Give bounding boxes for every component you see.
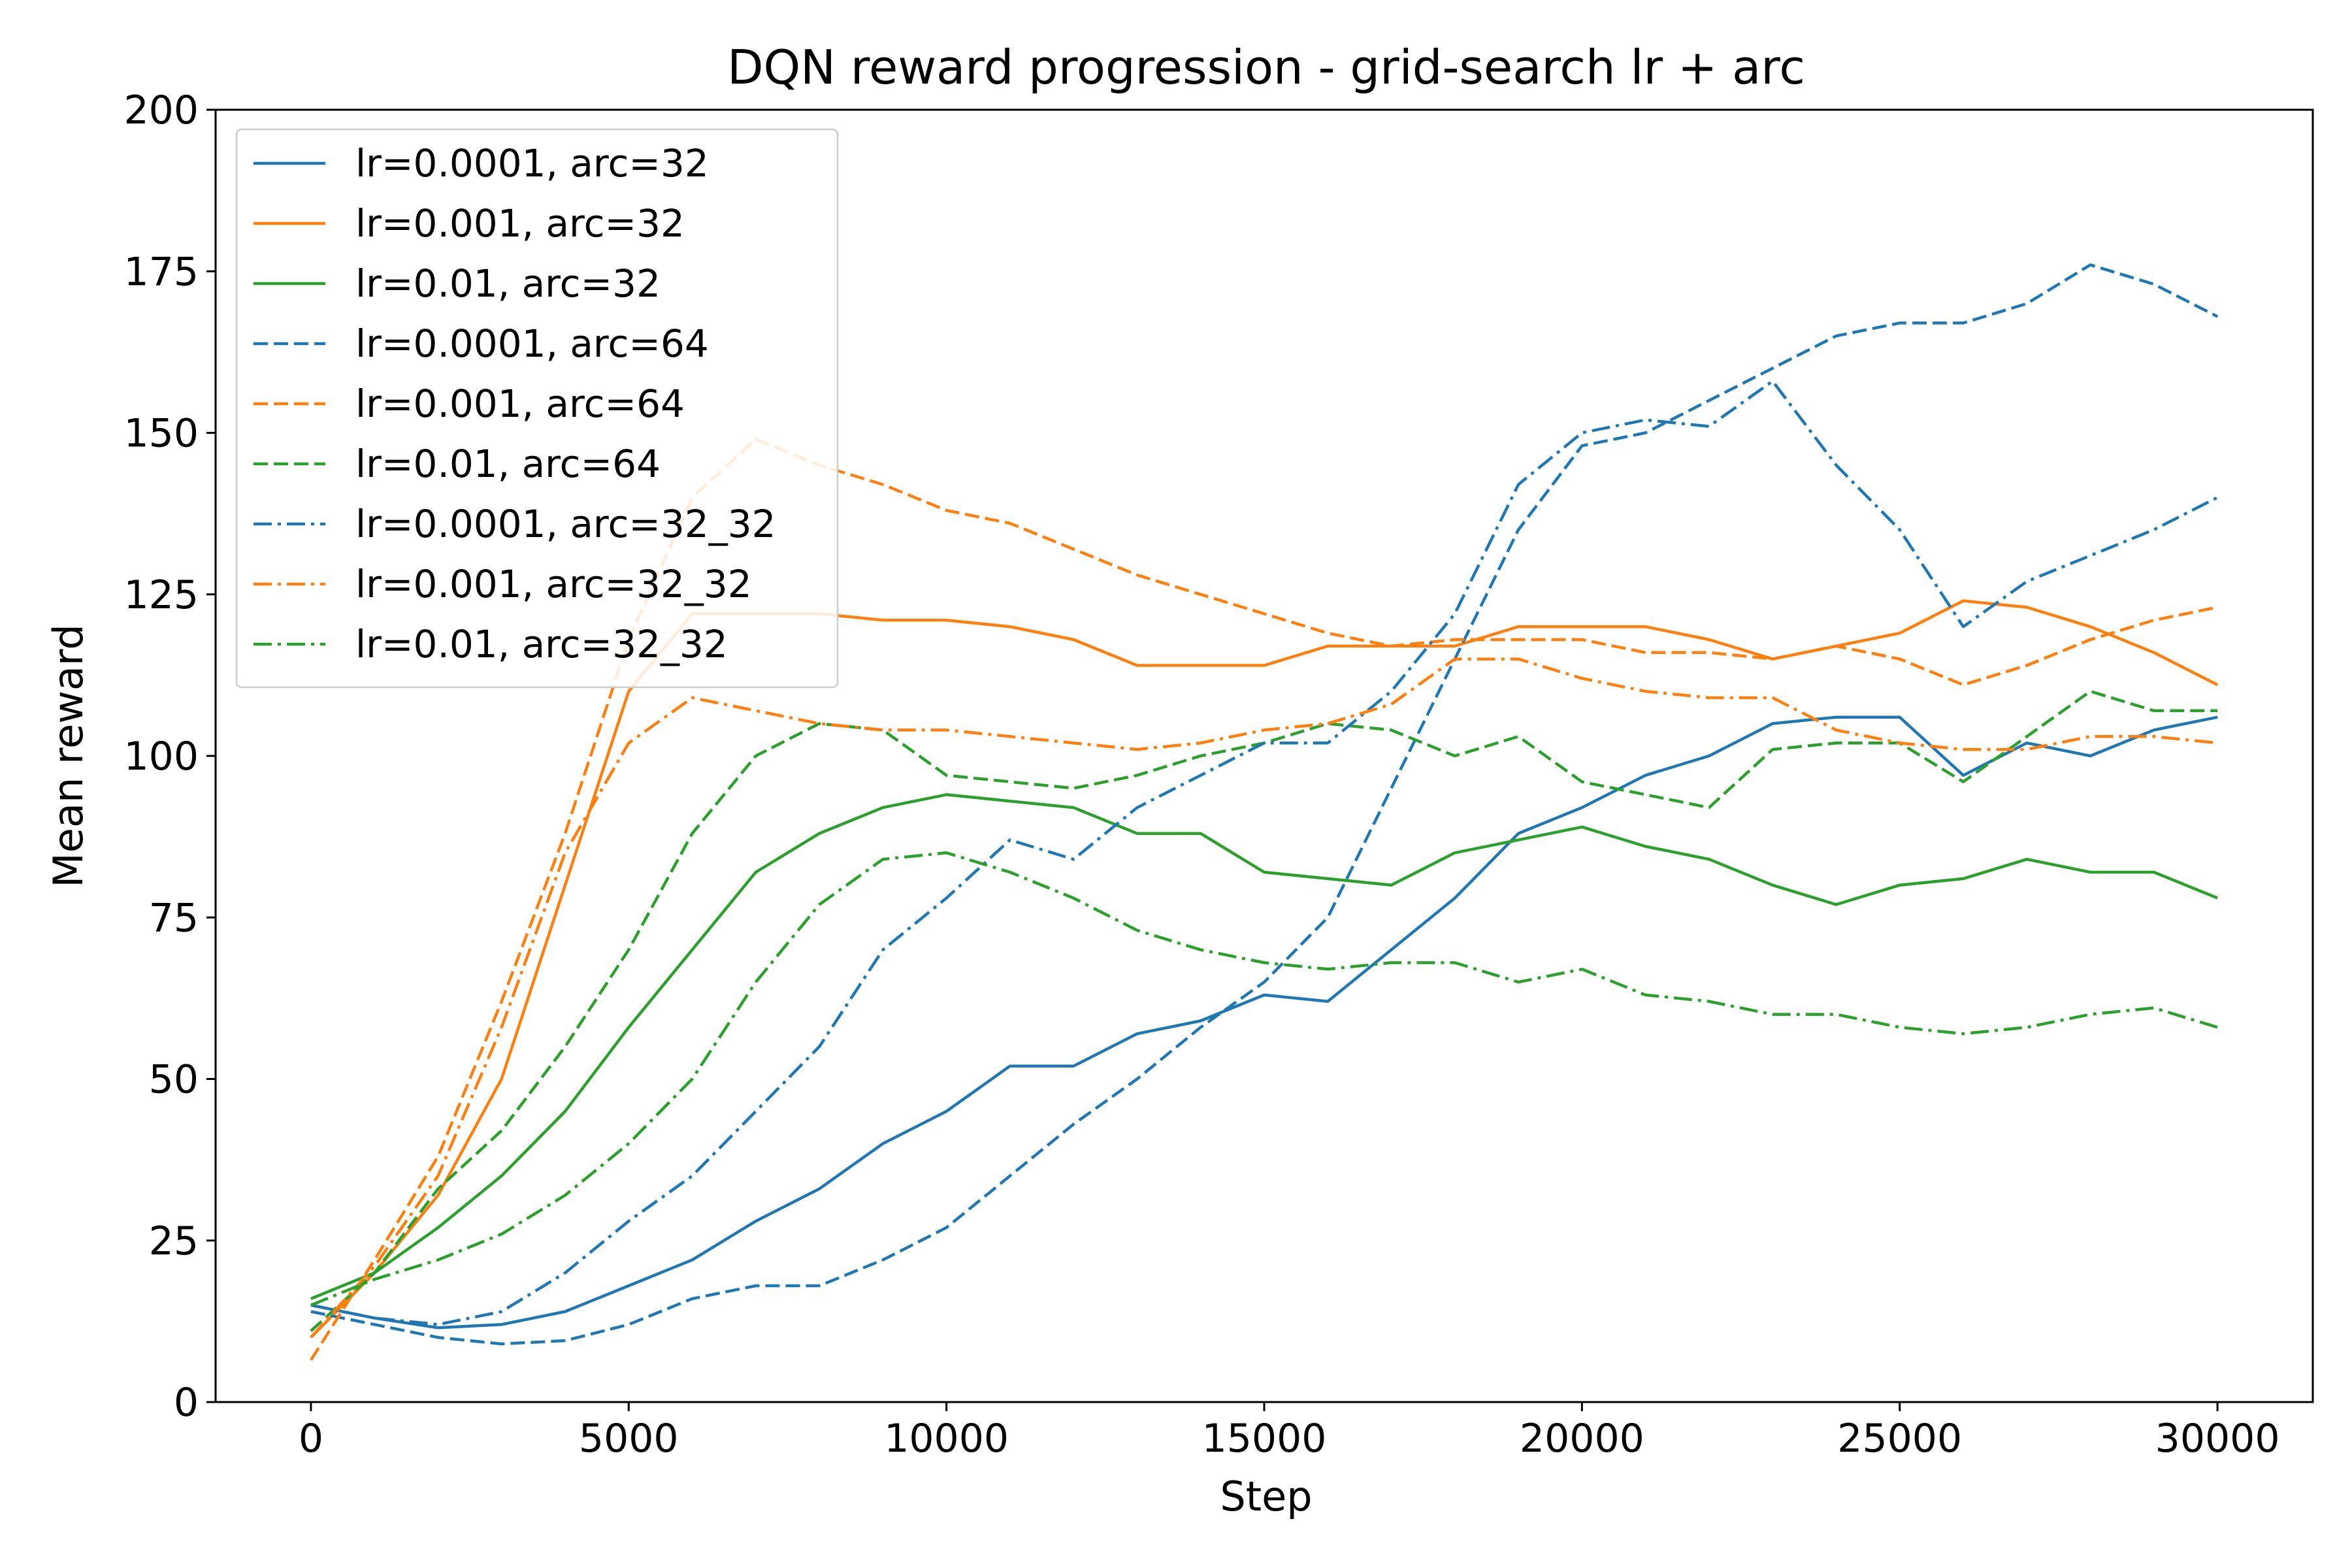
y-tick-label: 25 [149,1218,199,1264]
series-line-lr-0-0001-arc-64 [310,263,2219,1346]
series-line-lr-0-001-arc-32 [310,599,2219,1339]
legend-label: lr=0.001, arc=32_32 [355,562,752,606]
series-line-lr-0-01-arc-32 [310,793,2218,1300]
legend-label: lr=0.01, arc=64 [355,442,661,486]
x-tick-label: 30000 [2155,1416,2280,1462]
series-line-lr-0-0001-arc-32-32 [310,380,2219,1326]
legend-label: lr=0.01, arc=32 [355,261,661,306]
series-layer [310,263,2219,1361]
legend-label: lr=0.001, arc=32 [355,201,685,246]
legend-label: lr=0.0001, arc=32 [355,141,709,186]
x-tick-label: 5000 [579,1416,679,1462]
x-tick-label: 20000 [1520,1416,1644,1462]
series-line-lr-0-01-arc-32-32 [310,851,2218,1307]
y-tick-label: 125 [123,572,199,618]
y-axis-label: Mean reward [44,624,92,887]
x-tick-label: 0 [299,1416,323,1462]
series-line-lr-0-001-arc-32-32 [310,657,2218,1339]
y-tick-label: 0 [174,1380,199,1426]
x-tick-label: 10000 [884,1416,1009,1462]
y-tick-label: 50 [149,1057,199,1103]
y-tick-label: 100 [123,734,199,779]
y-tick-label: 175 [123,249,199,295]
legend-label: lr=0.0001, arc=32_32 [355,502,776,546]
y-tick-label: 75 [149,895,199,941]
legend-label: lr=0.01, arc=32_32 [355,622,728,666]
x-tick-label: 25000 [1837,1416,1962,1462]
legend: lr=0.0001, arc=32 lr=0.001, arc=32 lr=0.01… [235,128,839,689]
legend-label: lr=0.001, arc=64 [355,382,685,426]
legend-label: lr=0.0001, arc=64 [355,321,709,366]
series-line-lr-0-0001-arc-32 [310,715,2218,1330]
y-axis: 0 25 50 75 100 125 150 175 200 [123,88,216,1426]
y-tick-label: 200 [123,88,199,133]
x-tick-label: 15000 [1202,1416,1327,1462]
x-axis-label: Step [1220,1473,1312,1520]
legend-box [235,128,839,689]
y-tick-label: 150 [123,411,199,457]
chart-title: DQN reward progression - grid-search lr … [727,40,1805,95]
x-axis: 0 5000 10000 15000 20000 25000 30000 [299,1402,2280,1462]
